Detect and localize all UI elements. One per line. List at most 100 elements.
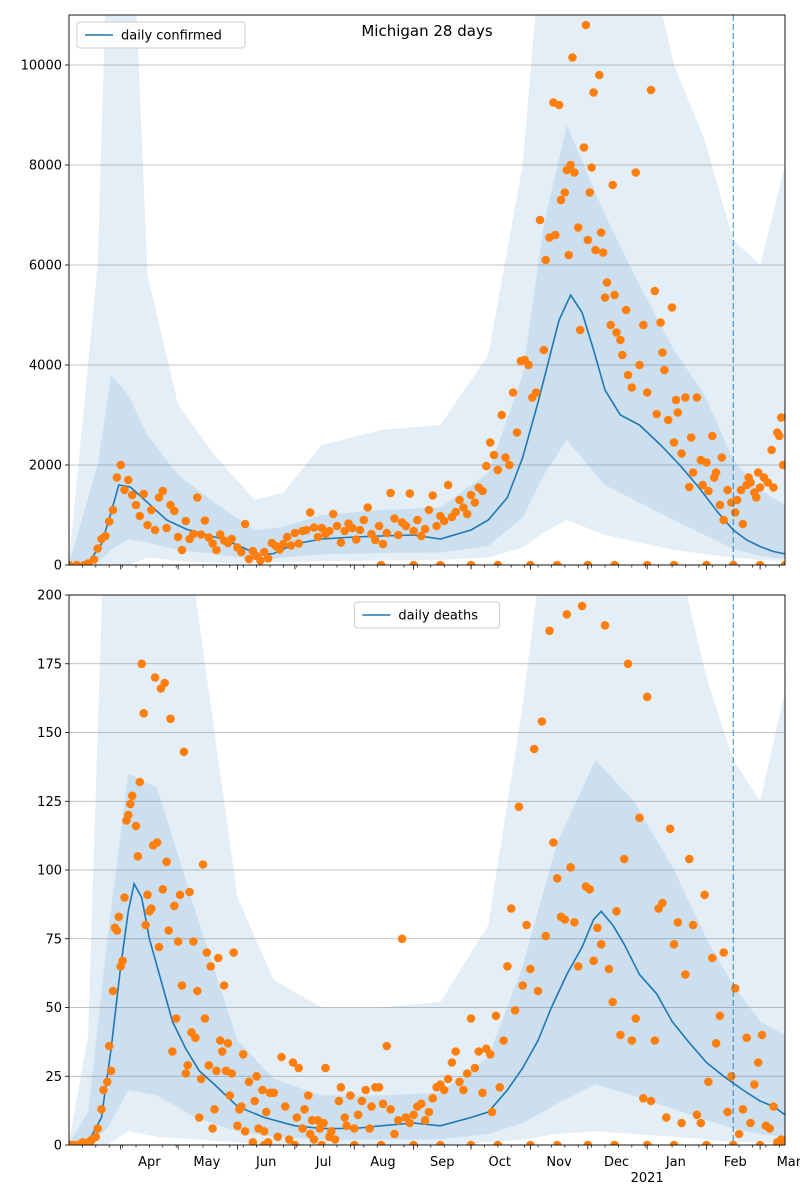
data-point <box>332 521 342 531</box>
data-point <box>487 1107 497 1117</box>
data-point <box>135 777 145 787</box>
data-point <box>386 488 395 498</box>
data-point <box>493 560 503 565</box>
data-point <box>394 1116 403 1125</box>
data-point <box>194 1113 204 1122</box>
chart-title: Michigan 28 days <box>361 22 492 40</box>
data-point <box>108 986 118 996</box>
data-point <box>164 926 173 935</box>
data-point <box>200 1014 210 1023</box>
data-point <box>556 195 566 205</box>
data-point <box>168 1047 177 1056</box>
data-point <box>397 934 407 944</box>
plot-area <box>69 15 785 565</box>
data-point <box>715 1011 725 1021</box>
data-point <box>97 1105 106 1114</box>
data-point <box>552 1140 562 1145</box>
data-point <box>489 450 499 460</box>
data-point <box>518 981 527 990</box>
data-point <box>300 1105 309 1114</box>
data-point <box>317 1140 326 1145</box>
data-point <box>154 493 164 502</box>
data-point <box>669 560 679 565</box>
data-point <box>118 956 127 966</box>
data-point <box>702 458 711 467</box>
data-point <box>325 526 334 536</box>
data-point <box>688 468 698 477</box>
data-point <box>305 508 315 517</box>
y-tick-label: 4000 <box>29 359 62 374</box>
data-point <box>491 1011 501 1021</box>
data-point <box>150 673 160 682</box>
data-point <box>208 539 217 548</box>
chart-panel-1: 0 2000 4000 6000 8000 10000 Michigan 28 days da… <box>21 14 786 574</box>
data-point <box>417 1099 426 1109</box>
data-point <box>284 1135 294 1144</box>
data-point <box>154 942 164 952</box>
data-point <box>631 168 640 177</box>
data-point <box>309 523 319 532</box>
data-point <box>685 482 694 492</box>
data-point <box>642 560 652 565</box>
data-point <box>443 1074 453 1084</box>
data-point <box>612 907 621 916</box>
data-point <box>692 1110 702 1120</box>
y-tick-label: 25 <box>45 1070 62 1085</box>
data-point <box>106 1066 116 1076</box>
data-point <box>650 286 660 296</box>
data-point <box>139 709 148 718</box>
data-point <box>646 1096 656 1106</box>
data-point <box>367 1102 376 1111</box>
data-point <box>382 1041 392 1051</box>
data-point <box>288 1058 298 1067</box>
y-tick-label: 6000 <box>29 259 62 274</box>
data-point <box>506 904 516 913</box>
data-point <box>152 838 162 847</box>
data-point <box>738 1105 748 1114</box>
data-point <box>660 365 669 375</box>
data-point <box>432 521 441 531</box>
data-point <box>302 525 311 535</box>
data-point <box>587 163 596 172</box>
data-point <box>704 486 713 496</box>
data-point <box>137 659 146 669</box>
y-tick-label: 175 <box>37 657 62 672</box>
data-point <box>227 1069 236 1078</box>
data-point <box>681 393 690 402</box>
data-point <box>189 529 198 539</box>
data-point <box>549 838 558 847</box>
data-point <box>696 1118 706 1128</box>
data-point <box>595 70 604 80</box>
data-point <box>589 956 598 966</box>
data-point <box>181 516 191 526</box>
data-point <box>420 1116 430 1125</box>
data-point <box>350 1140 359 1145</box>
data-point <box>170 506 179 516</box>
data-point <box>99 1085 108 1095</box>
data-point <box>319 1118 328 1128</box>
data-point <box>116 460 125 470</box>
data-point <box>237 1102 246 1111</box>
data-point <box>466 1140 476 1145</box>
data-point <box>482 461 491 471</box>
data-point <box>378 539 388 549</box>
data-point <box>669 1140 679 1145</box>
data-point <box>394 530 403 540</box>
data-point <box>191 1033 200 1043</box>
data-point <box>260 547 269 557</box>
data-point <box>577 601 587 611</box>
data-point <box>459 503 468 512</box>
data-point <box>103 1077 112 1087</box>
data-point <box>619 854 629 864</box>
data-point <box>439 1085 449 1095</box>
data-point <box>150 525 160 535</box>
data-point <box>252 1072 261 1081</box>
data-point <box>610 560 619 565</box>
data-point <box>642 388 652 397</box>
data-point <box>200 516 210 525</box>
data-point <box>579 143 589 152</box>
data-point <box>573 223 583 232</box>
data-point <box>606 320 616 330</box>
data-point <box>635 813 644 823</box>
data-point <box>566 160 575 170</box>
